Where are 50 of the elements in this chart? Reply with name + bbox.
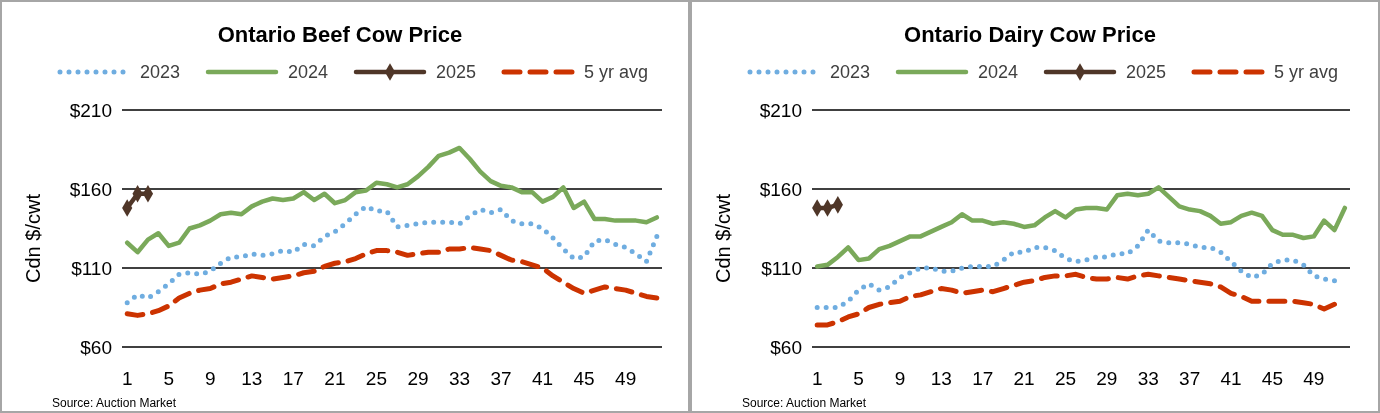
chart-title: Ontario Dairy Cow Price bbox=[904, 22, 1156, 47]
x-tick-label: 21 bbox=[1013, 368, 1035, 389]
x-tick-label: 1 bbox=[811, 368, 823, 389]
y-tick-label: $110 bbox=[71, 257, 112, 279]
y-axis-title: Cdn $/cwt bbox=[22, 193, 44, 283]
x-tick-label: 13 bbox=[930, 368, 952, 389]
x-tick-label: 29 bbox=[407, 368, 429, 389]
x-tick-label: 33 bbox=[1137, 368, 1159, 389]
legend-label: 2025 bbox=[436, 62, 477, 83]
legend-label: 2024 bbox=[978, 62, 1019, 83]
x-tick-label: 33 bbox=[448, 368, 471, 389]
x-tick-label: 17 bbox=[282, 368, 304, 389]
y-tick-label: $160 bbox=[759, 178, 802, 200]
x-tick-label: 9 bbox=[894, 368, 906, 389]
chart-title: Ontario Beef Cow Price bbox=[217, 22, 463, 47]
x-tick-label: 1 bbox=[121, 368, 133, 389]
x-tick-label: 13 bbox=[241, 368, 263, 389]
x-tick-label: 45 bbox=[573, 368, 595, 389]
x-tick-label: 25 bbox=[1054, 368, 1077, 389]
x-tick-label: 37 bbox=[490, 368, 512, 389]
x-tick-label: 29 bbox=[1096, 368, 1118, 389]
legend-label: 2024 bbox=[288, 62, 329, 83]
x-tick-label: 37 bbox=[1179, 368, 1201, 389]
x-tick-label: 49 bbox=[615, 368, 637, 389]
x-tick-label: 5 bbox=[163, 368, 175, 389]
y-tick-label: $110 bbox=[761, 257, 802, 279]
legend-label: 5 yr avg bbox=[1274, 62, 1339, 83]
source-note: Source: Auction Market bbox=[742, 396, 867, 410]
x-tick-label: 17 bbox=[972, 368, 994, 389]
y-tick-label: $160 bbox=[69, 178, 112, 200]
x-tick-label: 41 bbox=[532, 368, 554, 389]
legend-label: 2023 bbox=[830, 62, 871, 83]
line-series bbox=[124, 145, 660, 255]
y-axis-title: Cdn $/cwt bbox=[712, 193, 734, 283]
y-tick-label: $210 bbox=[759, 99, 802, 121]
y-tick-label: $210 bbox=[69, 99, 112, 121]
y-tick-label: $60 bbox=[80, 336, 112, 358]
legend-label: 2025 bbox=[1126, 62, 1167, 83]
x-tick-label: 41 bbox=[1220, 368, 1242, 389]
legend-label: 2023 bbox=[140, 62, 181, 83]
x-tick-label: 49 bbox=[1303, 368, 1325, 389]
line-series bbox=[814, 185, 1348, 269]
x-tick-label: 9 bbox=[204, 368, 216, 389]
x-tick-label: 25 bbox=[365, 368, 387, 389]
legend-label: 5 yr avg bbox=[584, 62, 649, 83]
x-tick-label: 21 bbox=[324, 368, 346, 389]
x-tick-label: 5 bbox=[853, 368, 864, 389]
source-note: Source: Auction Market bbox=[52, 396, 177, 410]
x-tick-label: 45 bbox=[1261, 368, 1283, 389]
y-tick-label: $60 bbox=[770, 336, 802, 358]
